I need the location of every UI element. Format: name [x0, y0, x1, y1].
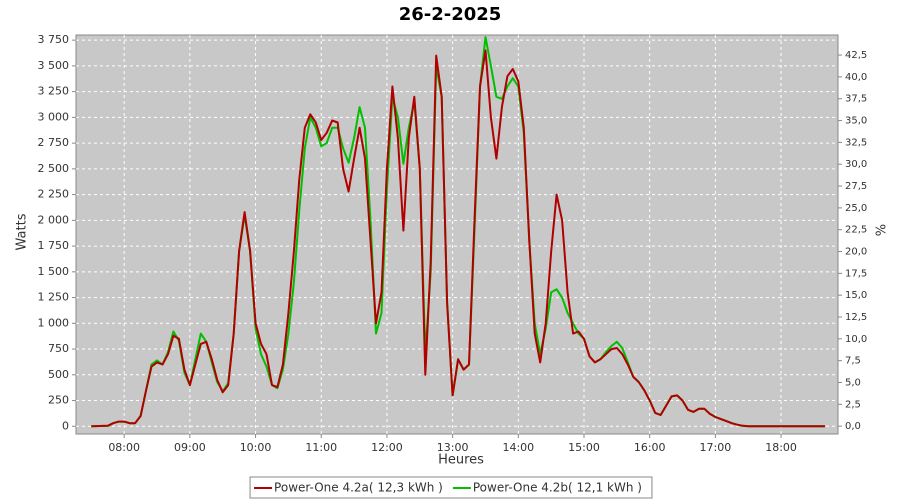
x-tick-label: 17:00	[700, 441, 732, 454]
y2-tick-label: 12,5	[845, 312, 867, 323]
x-tick-label: 14:00	[502, 441, 534, 454]
y-tick-label: 2 750	[38, 136, 70, 149]
y-tick-label: 750	[48, 342, 69, 355]
y2-tick-label: 5,0	[845, 377, 861, 388]
y-tick-label: 0	[62, 419, 69, 432]
y2-tick-label: 25,0	[845, 203, 867, 214]
x-tick-label: 12:00	[371, 441, 403, 454]
x-tick-label: 16:00	[634, 441, 666, 454]
y2-tick-label: 0,0	[845, 421, 861, 432]
y-tick-label: 500	[48, 368, 69, 381]
chart-title: 26-2-2025	[399, 4, 502, 25]
legend-label: Power-One 4.2b( 12,1 kWh )	[473, 481, 642, 495]
y-tick-label: 1 750	[38, 239, 70, 252]
y-tick-label: 3 000	[38, 110, 70, 123]
legend	[249, 476, 653, 499]
x-tick-label: 18:00	[765, 441, 797, 454]
y2-tick-label: 10,0	[845, 334, 867, 345]
y2-tick-label: 20,0	[845, 247, 867, 258]
y2-tick-label: 17,5	[845, 268, 867, 279]
y2-tick-label: 35,0	[845, 116, 867, 127]
y-tick-label: 1 250	[38, 291, 70, 304]
y2-tick-label: 22,5	[845, 225, 867, 236]
y2-tick-label: 27,5	[845, 181, 867, 192]
y2-tick-label: 7,5	[845, 356, 861, 367]
y2-tick-label: 30,0	[845, 159, 867, 170]
y2-tick-label: 37,5	[845, 94, 867, 105]
y-tick-label: 250	[48, 394, 69, 407]
y-axis-title: Watts	[15, 213, 30, 250]
x-tick-label: 08:00	[108, 441, 140, 454]
x-tick-label: 11:00	[305, 441, 337, 454]
y-tick-label: 2 000	[38, 213, 70, 226]
y-tick-label: 3 500	[38, 59, 70, 72]
y2-axis-title: %	[875, 224, 890, 236]
y-tick-label: 2 250	[38, 188, 70, 201]
y-tick-label: 1 500	[38, 265, 70, 278]
x-tick-label: 09:00	[174, 441, 206, 454]
x-tick-label: 15:00	[568, 441, 600, 454]
y2-tick-label: 42,5	[845, 50, 867, 61]
y-tick-label: 3 250	[38, 85, 70, 98]
y2-tick-label: 40,0	[845, 72, 867, 83]
x-axis-title: Heures	[438, 453, 484, 468]
y-tick-label: 1 000	[38, 316, 70, 329]
legend-label: Power-One 4.2a( 12,3 kWh )	[274, 481, 443, 495]
y2-tick-label: 15,0	[845, 290, 867, 301]
series-line	[91, 49, 825, 428]
x-tick-label: 10:00	[240, 441, 272, 454]
y-tick-label: 2 500	[38, 162, 70, 175]
y-tick-label: 3 750	[38, 33, 70, 46]
x-tick-label: 13:00	[437, 441, 469, 454]
y2-tick-label: 2,5	[845, 399, 861, 410]
y2-tick-label: 32,5	[845, 137, 867, 148]
